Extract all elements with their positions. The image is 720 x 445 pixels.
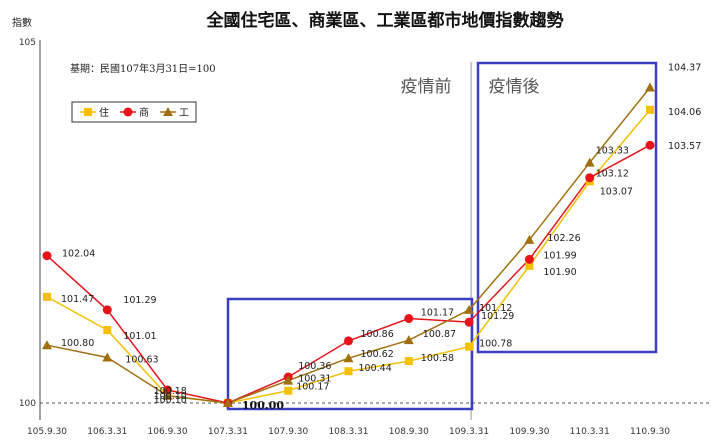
axes: 105 100 105.9.30 106.3.31 106.9.30 107.3.31 10… — [19, 38, 712, 437]
data-point — [524, 234, 535, 244]
data-point — [403, 335, 414, 345]
data-label: 100.00 — [242, 399, 284, 412]
legend-entry: 工 — [179, 108, 189, 119]
x-tick-label: 109.9.30 — [509, 427, 549, 437]
x-tick-label: 105.9.30 — [27, 427, 67, 437]
data-label: 101.12 — [479, 303, 512, 314]
period-boxes: 疫情前 疫情後 — [226, 61, 658, 411]
legend-marker — [84, 108, 92, 116]
data-label: 103.57 — [668, 141, 701, 152]
data-label: 101.29 — [481, 311, 514, 322]
data-point — [102, 352, 113, 362]
pre-pandemic-box — [226, 297, 474, 411]
x-tick-label: 108.9.30 — [389, 427, 429, 437]
data-point — [343, 353, 354, 363]
x-tick-label: 108.3.31 — [328, 427, 368, 437]
x-tick-label: 109.3.31 — [449, 427, 489, 437]
data-point — [42, 251, 52, 261]
y-tick-label: 105 — [19, 38, 36, 48]
legend-marker — [163, 107, 173, 116]
data-label: 101.29 — [123, 295, 156, 306]
data-point — [43, 292, 51, 301]
data-label: 101.01 — [123, 331, 156, 342]
data-label: 100.17 — [296, 382, 329, 393]
data-label: 103.12 — [596, 169, 629, 180]
data-label: 100.80 — [61, 338, 94, 349]
data-label: 100.36 — [298, 361, 331, 372]
data-label: 104.06 — [668, 107, 701, 118]
data-point — [524, 254, 534, 264]
data-point — [344, 367, 353, 376]
data-label: 100.63 — [125, 355, 158, 366]
data-point — [163, 385, 173, 395]
data-point — [162, 390, 173, 400]
data-label: 100.18 — [154, 386, 187, 397]
data-point — [102, 305, 112, 315]
chart-title: 全國住宅區、商業區、工業區都市地價指數趨勢 — [206, 10, 564, 31]
data-label: 103.07 — [600, 186, 633, 197]
data-label: 100.87 — [423, 329, 456, 340]
data-label: 103.33 — [596, 146, 629, 157]
data-labels: 101.47 101.01 100.10 100.00 100.17 100.44 100.… — [61, 62, 701, 412]
annotation-after: 疫情後 — [489, 77, 540, 97]
legend: 住商工 — [71, 101, 197, 123]
data-label: 102.26 — [547, 233, 580, 244]
data-point — [283, 375, 294, 385]
legend-marker — [123, 107, 133, 117]
data-label: 101.99 — [543, 250, 576, 261]
data-point — [284, 386, 293, 395]
data-label: 100.44 — [359, 363, 392, 374]
data-label: 102.04 — [62, 249, 95, 260]
data-point — [42, 340, 52, 350]
data-point — [103, 326, 112, 335]
data-point — [525, 261, 534, 270]
series-markers — [42, 82, 655, 408]
data-point — [344, 336, 353, 346]
data-point — [404, 357, 413, 366]
x-tick-label: 107.9.30 — [268, 427, 308, 437]
x-tick-label: 106.3.31 — [87, 427, 127, 437]
x-tick-label: 110.9.30 — [630, 427, 670, 437]
data-point — [645, 82, 655, 92]
data-label: 100.86 — [361, 329, 394, 340]
data-label: 100.62 — [361, 349, 394, 360]
y-tick-label: 100 — [19, 399, 36, 409]
base-period-note: 基期：民國107年3月31日=100 — [70, 62, 216, 75]
data-label: 104.37 — [668, 62, 701, 73]
data-point — [464, 304, 475, 314]
y-axis-label: 指數 — [12, 16, 32, 29]
x-tick-label: 106.9.30 — [148, 427, 188, 437]
data-point — [222, 398, 233, 407]
data-point — [404, 314, 414, 324]
data-label: 100.10 — [154, 391, 187, 402]
x-tick-label: 107.3.31 — [208, 427, 248, 437]
data-label: 100.58 — [421, 353, 454, 364]
annotation-before: 疫情前 — [401, 77, 452, 97]
legend-entry: 住 — [99, 106, 109, 119]
data-label: 100.10 — [154, 395, 187, 406]
data-point — [645, 140, 655, 150]
data-point — [464, 317, 474, 327]
x-tick-label: 110.3.31 — [570, 427, 610, 437]
data-point — [585, 173, 595, 183]
data-label: 101.90 — [543, 267, 576, 278]
data-label: 100.31 — [298, 374, 331, 385]
legend-entry: 商 — [139, 106, 149, 119]
data-label: 101.47 — [61, 294, 94, 305]
post-pandemic-box — [476, 61, 658, 354]
data-point — [584, 157, 595, 167]
data-point — [465, 342, 474, 351]
data-label: 101.17 — [421, 308, 454, 319]
data-label: 100.78 — [479, 339, 512, 350]
data-point — [646, 105, 654, 114]
